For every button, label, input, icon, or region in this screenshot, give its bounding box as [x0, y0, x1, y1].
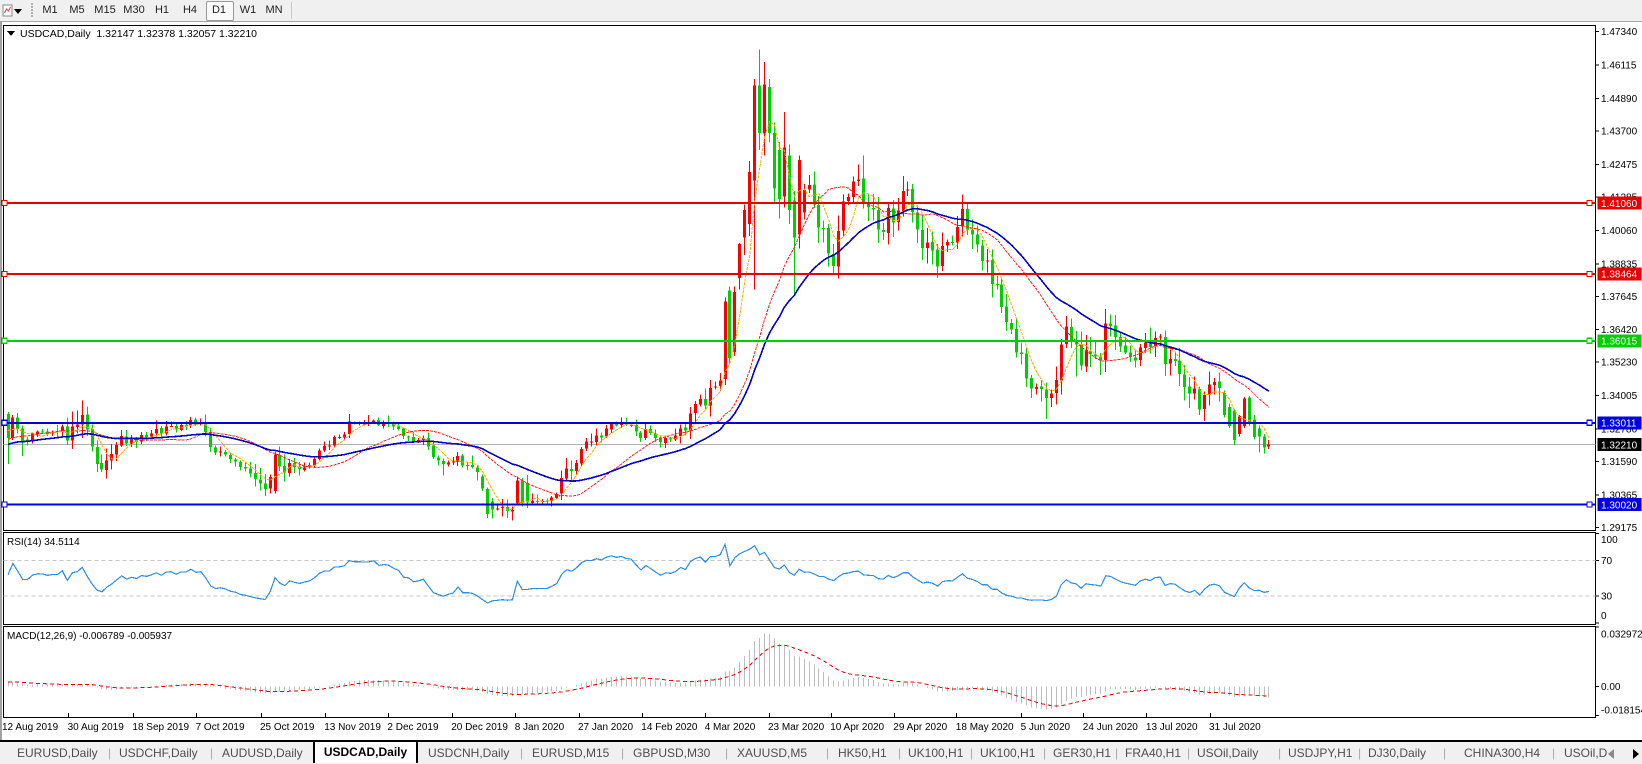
svg-text:13 Nov 2019: 13 Nov 2019	[324, 722, 381, 733]
svg-text:14 Feb 2020: 14 Feb 2020	[641, 722, 698, 733]
svg-text:1.29175: 1.29175	[1601, 523, 1638, 534]
svg-text:30 Aug 2019: 30 Aug 2019	[68, 722, 125, 733]
svg-text:5 Jun 2020: 5 Jun 2020	[1021, 722, 1071, 733]
svg-text:2 Dec 2019: 2 Dec 2019	[387, 722, 439, 733]
svg-text:USDCAD,Daily 1.32147 1.32378: USDCAD,Daily 1.32147 1.32378 1.32057 1.3…	[20, 28, 257, 40]
svg-text:1.40060: 1.40060	[1601, 226, 1638, 237]
svg-text:18 May 2020: 18 May 2020	[956, 722, 1014, 733]
svg-text:29 Apr 2020: 29 Apr 2020	[893, 722, 947, 733]
svg-text:12 Aug 2019: 12 Aug 2019	[2, 722, 59, 733]
svg-text:1.41060: 1.41060	[1601, 199, 1638, 210]
svg-text:70: 70	[1601, 556, 1613, 567]
svg-text:30: 30	[1601, 592, 1613, 603]
svg-text:13 Jul 2020: 13 Jul 2020	[1146, 722, 1198, 733]
svg-text:27 Jan 2020: 27 Jan 2020	[578, 722, 633, 733]
svg-text:25 Oct 2019: 25 Oct 2019	[260, 722, 315, 733]
svg-text:0.00: 0.00	[1601, 682, 1621, 693]
svg-text:RSI(14) 34.5114: RSI(14) 34.5114	[7, 537, 80, 548]
svg-text:24 Jun 2020: 24 Jun 2020	[1083, 722, 1138, 733]
svg-text:10 Apr 2020: 10 Apr 2020	[830, 722, 884, 733]
svg-text:1.35230: 1.35230	[1601, 358, 1638, 369]
svg-text:1.42475: 1.42475	[1601, 160, 1638, 171]
svg-text:1.47340: 1.47340	[1601, 27, 1638, 38]
svg-text:31 Jul 2020: 31 Jul 2020	[1209, 722, 1261, 733]
svg-text:1.30365: 1.30365	[1601, 491, 1638, 502]
svg-text:4 Mar 2020: 4 Mar 2020	[705, 722, 756, 733]
svg-text:0.032972: 0.032972	[1601, 629, 1642, 640]
svg-text:1.46115: 1.46115	[1601, 60, 1637, 71]
svg-text:MACD(12,26,9) -0.006789 -0.005: MACD(12,26,9) -0.006789 -0.005937	[7, 631, 173, 642]
svg-text:1.43700: 1.43700	[1601, 126, 1638, 137]
svg-text:1.36015: 1.36015	[1601, 337, 1638, 348]
svg-text:1.38835: 1.38835	[1601, 259, 1638, 270]
svg-text:1.31590: 1.31590	[1601, 457, 1638, 468]
svg-text:20 Dec 2019: 20 Dec 2019	[451, 722, 508, 733]
svg-text:8 Jan 2020: 8 Jan 2020	[515, 722, 565, 733]
svg-text:0: 0	[1601, 611, 1607, 622]
svg-text:23 Mar 2020: 23 Mar 2020	[768, 722, 825, 733]
svg-text:1.32780: 1.32780	[1601, 425, 1638, 436]
svg-text:1.33011: 1.33011	[1601, 419, 1637, 430]
svg-text:7 Oct 2019: 7 Oct 2019	[196, 722, 245, 733]
svg-text:1.44890: 1.44890	[1601, 94, 1638, 105]
svg-text:100: 100	[1601, 535, 1618, 546]
svg-text:1.37645: 1.37645	[1601, 292, 1638, 303]
svg-text:1.32210: 1.32210	[1601, 441, 1638, 452]
svg-text:1.36420: 1.36420	[1601, 325, 1638, 336]
svg-text:1.34005: 1.34005	[1601, 391, 1638, 402]
svg-text:18 Sep 2019: 18 Sep 2019	[132, 722, 189, 733]
svg-text:-0.018154: -0.018154	[1601, 705, 1642, 716]
svg-text:1.38464: 1.38464	[1601, 270, 1638, 281]
svg-text:1.30020: 1.30020	[1601, 500, 1638, 511]
